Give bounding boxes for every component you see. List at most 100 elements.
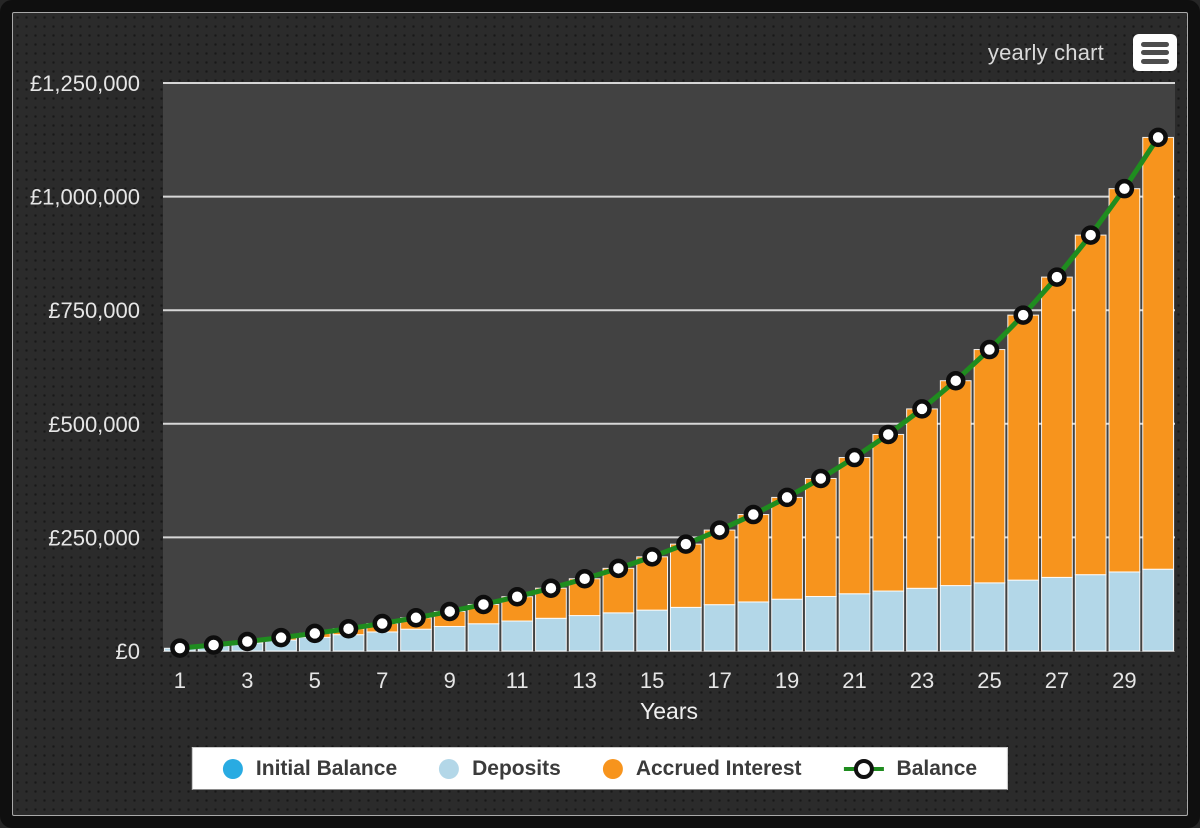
bar-segment-deposits [1007, 579, 1040, 652]
x-axis-tick-label: 7 [376, 668, 388, 693]
balance-marker [945, 370, 966, 391]
bar-segment-deposits [400, 628, 432, 652]
bar-segment-deposits [366, 631, 399, 652]
balance-marker [1148, 127, 1168, 148]
x-axis-tick-label: 13 [572, 668, 596, 693]
bar-segment-accrued-interest [973, 349, 1006, 584]
x-axis-tick-label: 25 [977, 668, 1001, 693]
bar-segment-accrued-interest [906, 408, 938, 589]
bar-segment-deposits [771, 598, 803, 652]
balance-marker [1080, 225, 1101, 245]
y-axis-tick-label: £500,000 [48, 412, 140, 437]
balance-marker [406, 608, 426, 628]
chart-menu-button[interactable] [1133, 34, 1177, 71]
x-axis-tick-label: 3 [241, 668, 253, 693]
balance-marker [777, 487, 797, 508]
accrued-interest-swatch-icon [602, 758, 623, 779]
balance-marker [844, 447, 865, 468]
bar-segment-deposits [433, 625, 466, 652]
bar-segment-accrued-interest [1108, 188, 1141, 573]
balance-marker [709, 520, 730, 540]
balance-marker [608, 558, 629, 579]
legend-item-deposits[interactable]: Deposits [439, 757, 561, 781]
balance-marker [1047, 267, 1067, 287]
bar-segment-accrued-interest [1007, 314, 1040, 581]
x-axis-tick-label: 19 [775, 668, 799, 693]
bar-segment-deposits [1074, 574, 1107, 652]
balance-marker [743, 504, 764, 525]
balance-marker [170, 638, 190, 658]
bar-segment-deposits [1108, 571, 1141, 652]
bar-segment-deposits [1041, 576, 1073, 652]
legend-label-deposits: Deposits [472, 756, 561, 780]
x-axis-tick-label: 1 [174, 668, 186, 693]
initial-balance-swatch-icon [222, 758, 243, 779]
y-axis-tick-label: £1,000,000 [30, 185, 140, 210]
bar-segment-accrued-interest [939, 380, 972, 587]
bar-segment-deposits [535, 617, 567, 652]
chart-legend: Initial Balance Deposits Accrued Interes… [191, 747, 1009, 790]
bar-segment-deposits [939, 585, 972, 652]
bar-segment-deposits [838, 593, 871, 652]
bar-segment-accrued-interest [771, 496, 803, 600]
x-axis-title: Years [640, 698, 698, 724]
x-axis-tick-label: 21 [842, 668, 866, 693]
deposits-swatch-icon [439, 758, 460, 779]
x-axis-tick-label: 15 [640, 668, 664, 693]
bar-segment-accrued-interest [703, 529, 736, 606]
bar-segment-accrued-interest [1041, 276, 1073, 578]
balance-marker [811, 468, 831, 489]
hamburger-menu-icon [1141, 58, 1169, 64]
balance-marker [642, 547, 662, 567]
bar-segment-accrued-interest [872, 433, 905, 592]
bar-segment-deposits [636, 609, 668, 652]
bar-segment-accrued-interest [1074, 234, 1107, 576]
balance-line-marker-icon [843, 758, 884, 779]
bar-segment-deposits [501, 620, 534, 652]
bar-segment-accrued-interest [737, 514, 770, 603]
x-axis-tick-label: 27 [1045, 668, 1069, 693]
x-axis-tick-label: 5 [309, 668, 321, 693]
legend-item-accrued-interest[interactable]: Accrued Interest [602, 756, 802, 781]
legend-label-accrued-interest: Accrued Interest [635, 756, 802, 780]
y-axis-tick-label: £0 [116, 639, 140, 664]
balance-marker [338, 618, 359, 639]
x-axis-tick-label: 29 [1112, 668, 1136, 693]
x-axis-tick-label: 11 [506, 668, 529, 693]
bar-segment-deposits [872, 590, 905, 652]
legend-label-initial-balance: Initial Balance [255, 756, 398, 780]
bar-segment-deposits [906, 587, 938, 652]
bar-segment-deposits [568, 615, 601, 652]
balance-marker [1114, 178, 1135, 199]
bar-segment-deposits [467, 623, 500, 652]
bar-segment-accrued-interest [838, 457, 871, 595]
balance-marker [574, 569, 595, 589]
balance-marker [439, 601, 460, 622]
bar-segment-accrued-interest [1142, 136, 1175, 570]
plot-area [163, 83, 1175, 651]
y-axis-tick-label: £1,250,000 [30, 71, 140, 96]
x-axis-tick-label: 9 [444, 668, 456, 693]
legend-item-balance[interactable]: Balance [843, 757, 977, 781]
bar-segment-deposits [602, 612, 635, 652]
balance-marker [237, 631, 258, 652]
legend-item-initial-balance[interactable]: Initial Balance [222, 756, 398, 781]
balance-marker [372, 613, 393, 634]
bar-segment-accrued-interest [804, 477, 837, 597]
balance-marker [473, 594, 494, 615]
balance-marker [507, 586, 527, 607]
bar-segment-deposits [670, 606, 702, 652]
balance-marker [1013, 305, 1033, 325]
balance-marker [878, 424, 899, 445]
balance-marker [541, 578, 561, 598]
balance-marker [676, 534, 696, 554]
balance-marker [979, 339, 1000, 360]
bar-segment-deposits [1142, 568, 1175, 652]
x-axis-tick-label: 23 [910, 668, 934, 693]
bar-segment-accrued-interest [670, 543, 702, 608]
bar-segment-deposits [973, 582, 1006, 652]
bar-segment-deposits [737, 601, 770, 652]
balance-marker [203, 635, 224, 655]
